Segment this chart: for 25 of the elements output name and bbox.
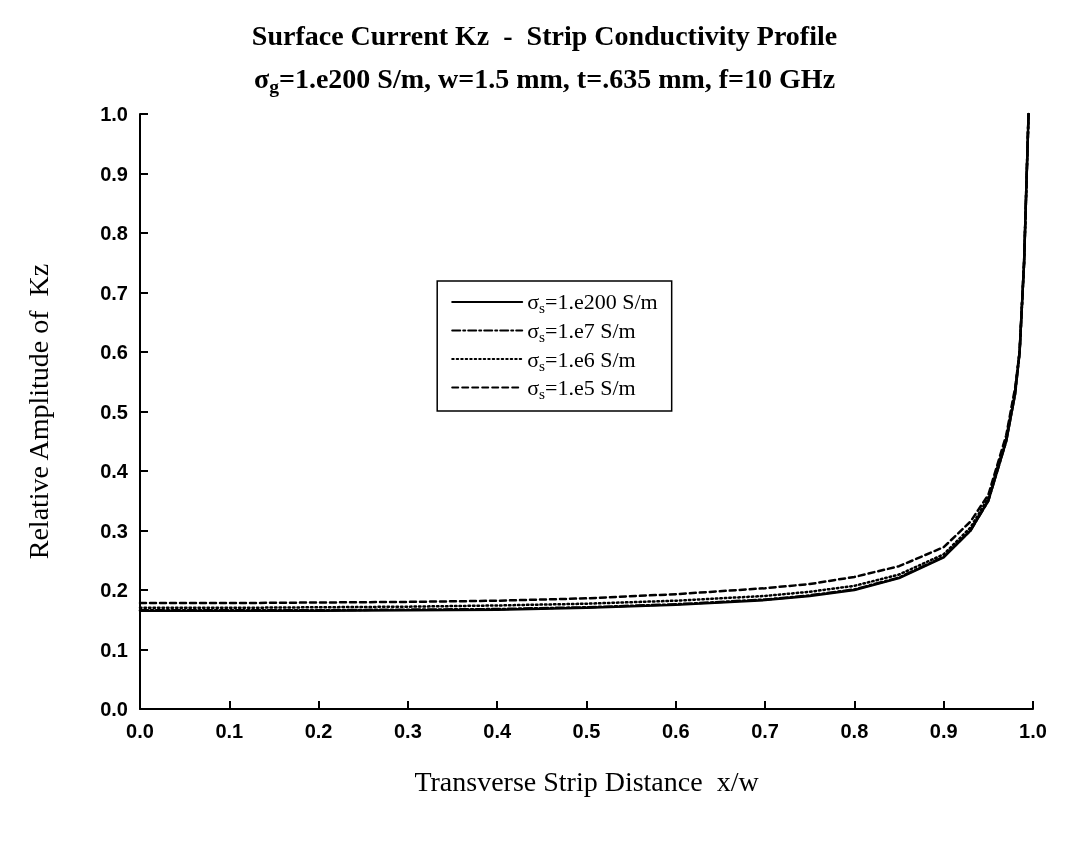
x-axis-title: Transverse Strip Distance x/w — [414, 765, 760, 797]
y-tick-label: 0.8 — [100, 222, 128, 244]
y-tick-label: 0.3 — [100, 519, 128, 542]
y-tick-label: 0.5 — [100, 400, 128, 423]
x-tick-label: 0.1 — [215, 720, 244, 742]
chart-title: Surface Current Kz - Strip Conductivity Profile — [251, 19, 838, 51]
x-tick-label: 0.2 — [304, 720, 333, 742]
x-tick-label: 0.6 — [661, 720, 690, 742]
y-tick-label: 0.2 — [100, 579, 128, 601]
x-tick-label: 1.0 — [1019, 720, 1047, 742]
y-tick-label: 0.1 — [100, 638, 128, 661]
x-tick-label: 0.5 — [572, 720, 601, 742]
x-tick-label: 0.7 — [751, 720, 780, 742]
y-tick-label: 0.4 — [100, 460, 129, 482]
x-tick-label: 0.3 — [393, 720, 422, 742]
y-tick-label: 0.6 — [100, 341, 128, 363]
y-tick-label: 0.9 — [100, 162, 128, 185]
x-tick-label: 0.0 — [126, 720, 154, 742]
y-axis-title: Relative Amplitude of Kz — [22, 263, 54, 560]
y-tick-label: 1.0 — [100, 103, 128, 125]
x-tick-label: 0.4 — [483, 720, 512, 742]
x-tick-label: 0.8 — [840, 720, 869, 742]
x-tick-label: 0.9 — [929, 720, 958, 742]
y-tick-label: 0.7 — [100, 281, 128, 304]
y-tick-label: 0.0 — [100, 698, 128, 720]
